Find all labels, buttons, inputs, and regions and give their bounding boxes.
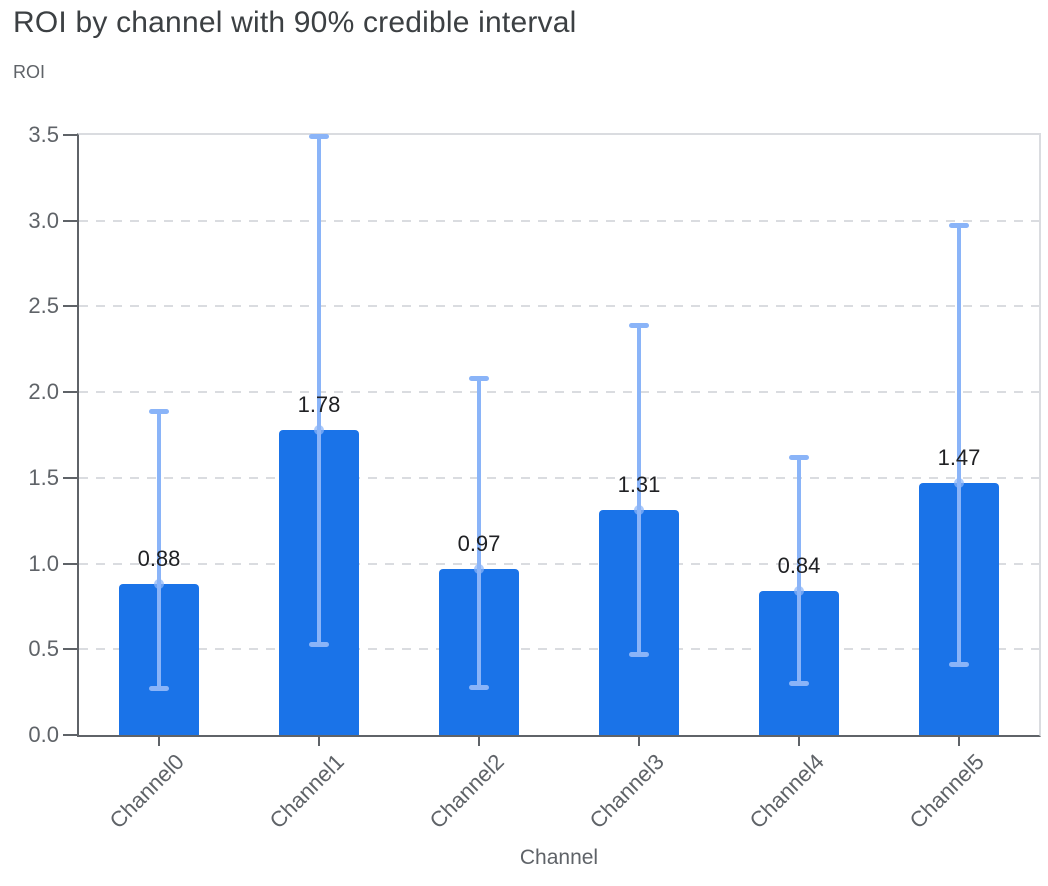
x-tick-label: Channel1 xyxy=(264,749,349,834)
gridline xyxy=(79,305,1039,308)
bar-value-label: 0.97 xyxy=(457,530,501,556)
bar-value-label: 0.88 xyxy=(137,546,181,572)
error-bar-cap-top xyxy=(469,375,489,381)
x-axis-tick xyxy=(638,737,640,746)
error-bar-cap-top xyxy=(789,454,809,460)
x-axis-tick xyxy=(318,737,320,746)
plot-area: 0.0 0.5 1.0 1.5 2.0 2.5 3.0 3.5 0.88 Channel0 1.78… xyxy=(28,122,1041,833)
x-tick-label: Channel3 xyxy=(584,749,669,834)
error-bar-mean-dot xyxy=(954,478,964,488)
error-bar-line xyxy=(957,225,961,665)
y-tick-label: 1.0 xyxy=(28,550,59,576)
bar-value-label: 1.78 xyxy=(297,391,341,417)
y-axis-tick xyxy=(63,305,77,308)
x-tick-label: Channel4 xyxy=(744,749,829,834)
error-bar-mean-dot xyxy=(474,563,484,574)
y-tick-label: 2.5 xyxy=(28,293,59,319)
gridline xyxy=(79,648,1039,651)
y-axis-tick xyxy=(63,476,77,479)
error-bar-line xyxy=(157,411,161,689)
y-tick-label: 3.5 xyxy=(28,122,59,147)
error-bar-mean-dot xyxy=(634,505,644,516)
error-bar-line xyxy=(797,457,801,684)
error-bar-cap-top xyxy=(949,223,969,229)
bar-value-label: 0.84 xyxy=(777,553,821,578)
x-axis-tick xyxy=(158,737,160,746)
x-tick-label: Channel2 xyxy=(424,749,509,834)
error-bar-mean-dot xyxy=(154,579,164,590)
error-bar-cap-top xyxy=(309,134,329,140)
x-axis-title: Channel xyxy=(519,846,599,869)
y-axis-tick xyxy=(63,391,77,394)
y-axis-tick xyxy=(63,734,77,736)
y-tick-label: 1.5 xyxy=(28,464,59,490)
error-bar-cap-top xyxy=(629,322,649,328)
chart-title: ROI by channel with 90% credible interva… xyxy=(13,6,577,39)
bar-value-label: 1.31 xyxy=(617,472,661,498)
y-axis-tick xyxy=(63,219,77,222)
y-tick-label: 0.0 xyxy=(28,722,59,747)
error-bar-cap-bottom xyxy=(149,686,169,692)
error-bar-cap-bottom xyxy=(629,651,649,657)
y-axis-tick xyxy=(63,562,77,565)
error-bar-cap-bottom xyxy=(309,641,329,647)
error-bar-line xyxy=(637,325,641,655)
y-axis-title: ROI xyxy=(13,62,46,82)
error-bar-cap-top xyxy=(149,408,169,414)
y-tick-label: 0.5 xyxy=(28,636,59,662)
x-axis-tick xyxy=(478,737,480,746)
error-bar-mean-dot xyxy=(314,424,324,435)
error-bar-cap-bottom xyxy=(469,684,489,690)
error-bar-mean-dot xyxy=(794,586,804,596)
gridline xyxy=(79,562,1039,565)
error-bar-line xyxy=(477,378,481,687)
gridline xyxy=(79,391,1039,394)
y-axis-tick xyxy=(63,648,77,651)
bar-value-label: 1.47 xyxy=(937,445,981,470)
x-tick-label: Channel5 xyxy=(904,749,989,834)
x-axis-tick xyxy=(798,737,800,746)
x-axis-tick xyxy=(958,737,960,746)
x-tick-label: Channel0 xyxy=(104,749,189,834)
error-bar-cap-bottom xyxy=(789,681,809,687)
y-tick-label: 3.0 xyxy=(28,207,59,233)
y-tick-label: 2.0 xyxy=(28,379,59,405)
gridline xyxy=(79,219,1039,222)
y-axis-tick xyxy=(63,134,77,136)
error-bar-line xyxy=(317,136,321,645)
gridline xyxy=(79,476,1039,479)
error-bar-cap-bottom xyxy=(949,662,969,668)
